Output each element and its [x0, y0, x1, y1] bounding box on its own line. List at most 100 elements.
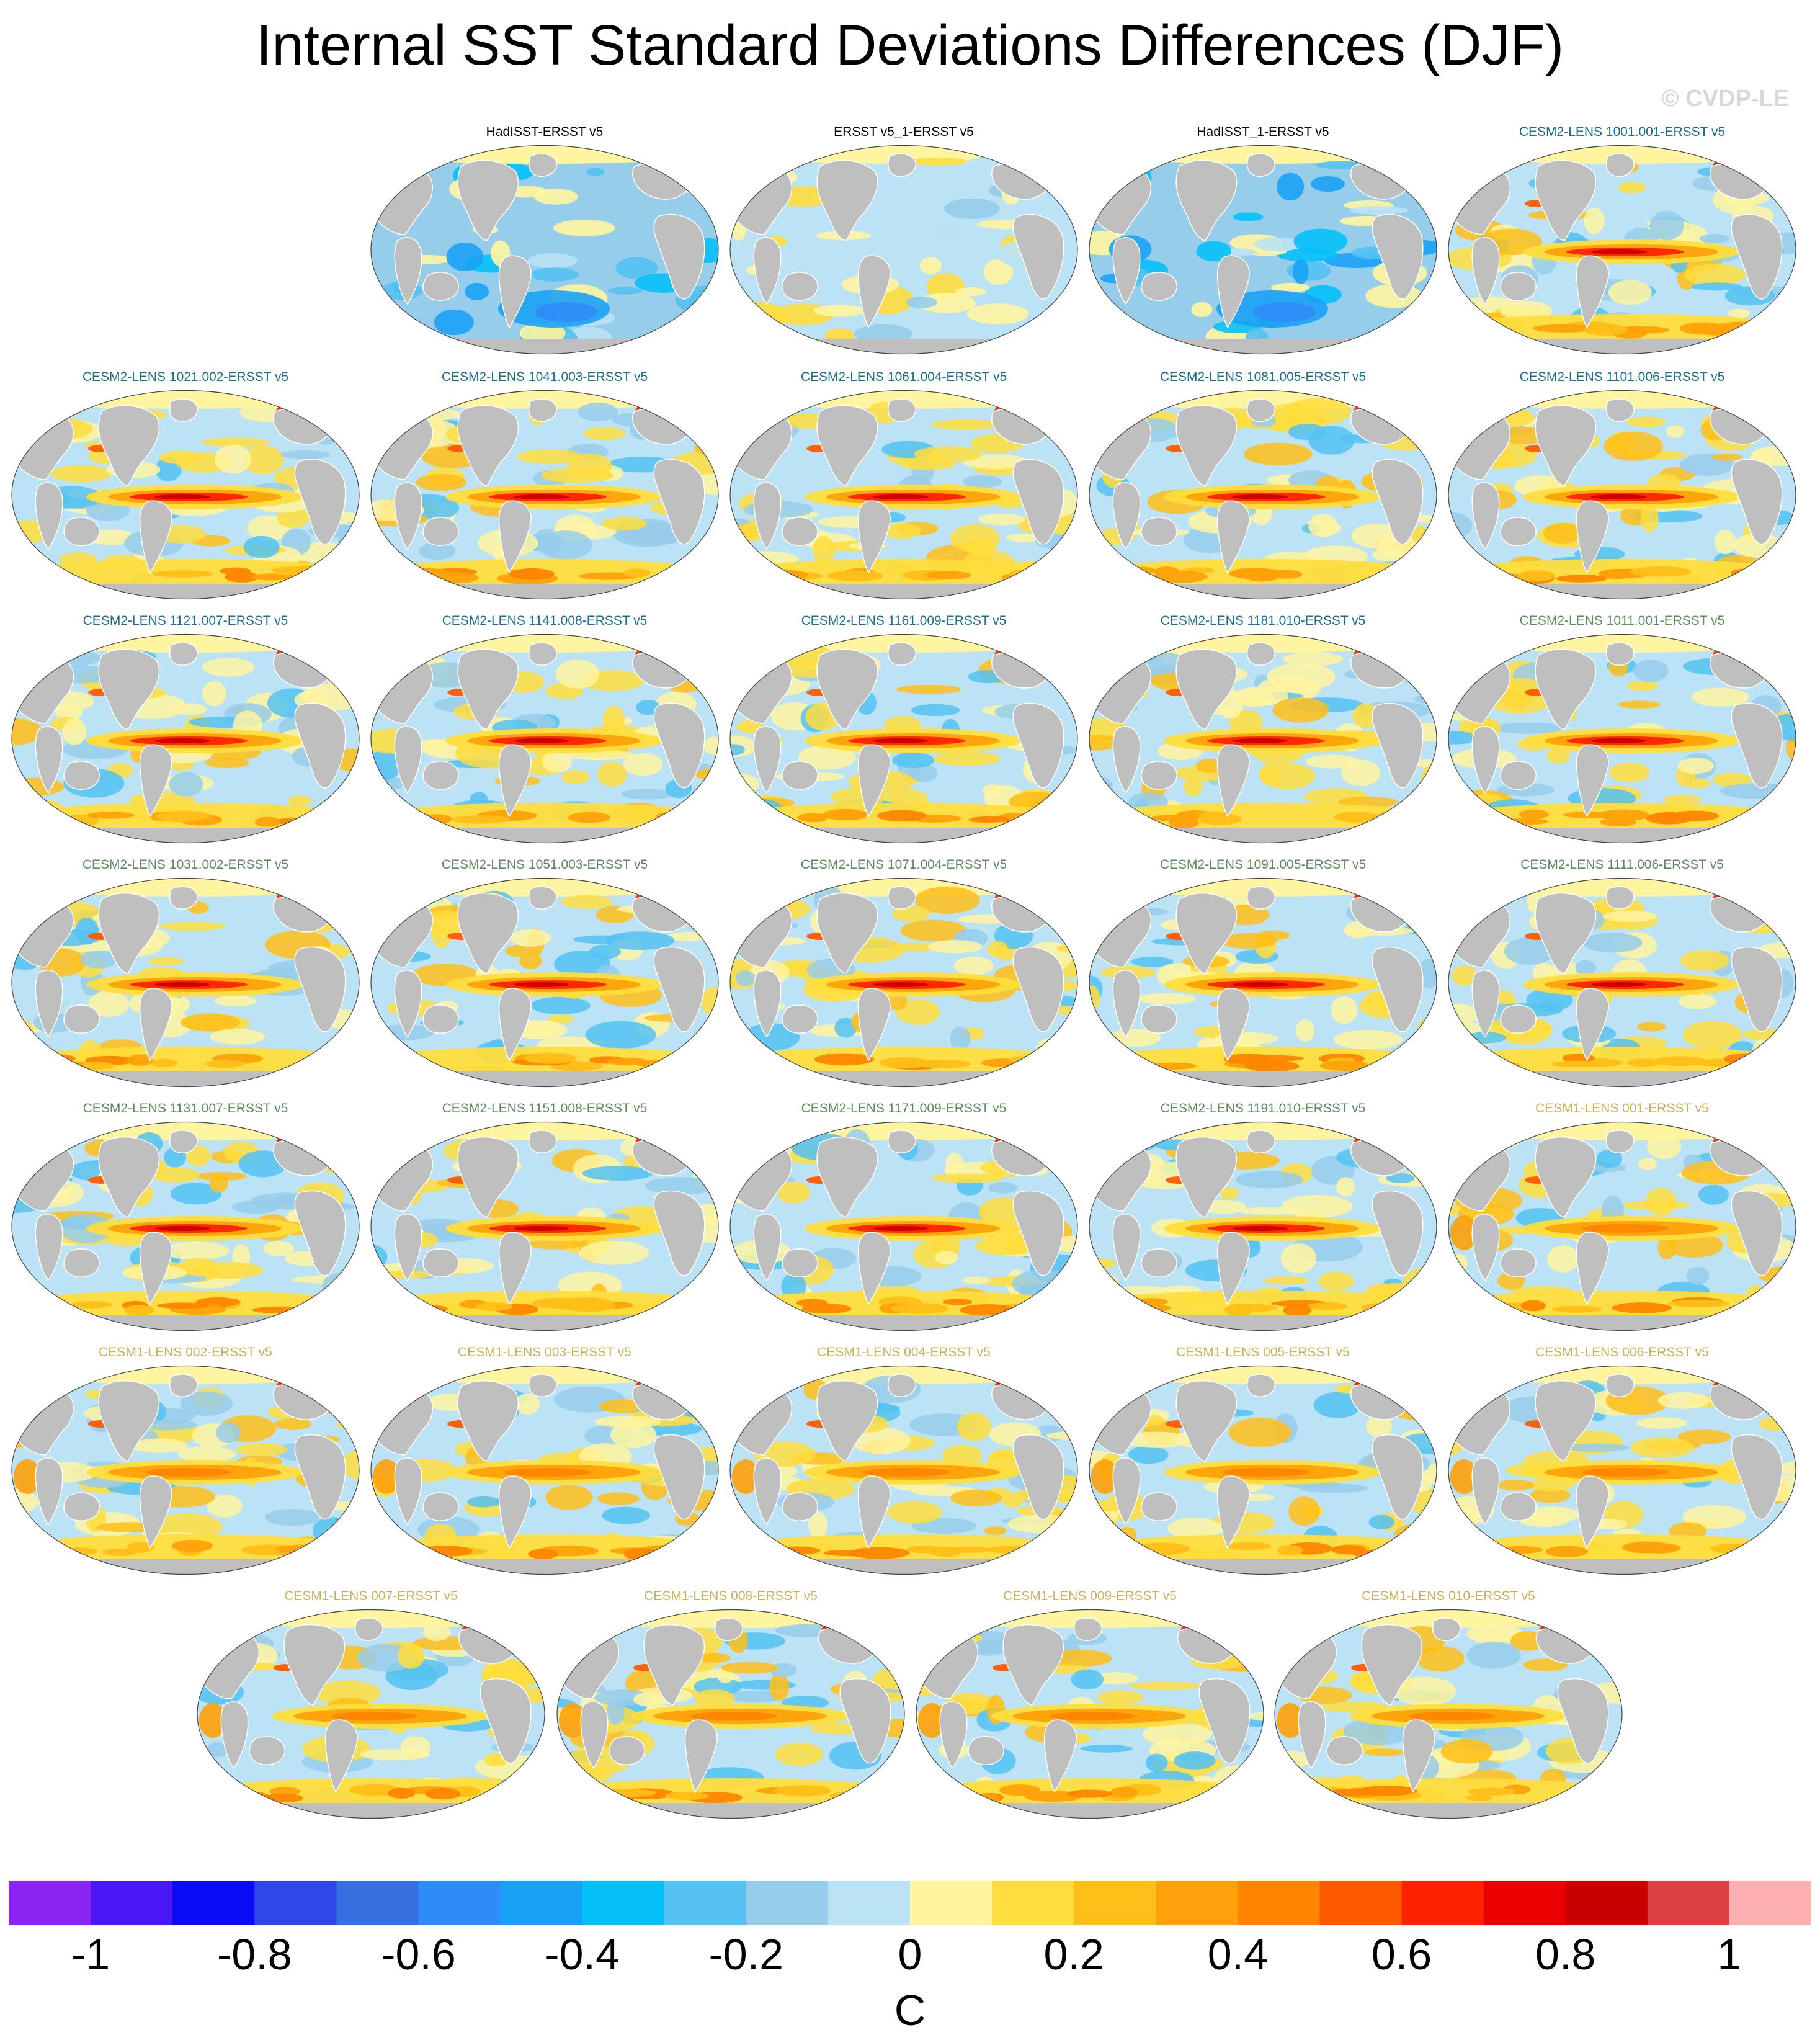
- panel-title: CESM1-LENS 010-ERSST v5: [1362, 1589, 1535, 1603]
- panel-title: CESM2-LENS 1071.004-ERSST v5: [800, 857, 1007, 872]
- colorbar-tick-label: 0.4: [1207, 1930, 1269, 1979]
- sst-map: [1448, 877, 1796, 1088]
- map-panel: ERSST v5_1-ERSST v5: [727, 124, 1081, 360]
- panel-title: CESM2-LENS 1081.005-ERSST v5: [1159, 370, 1367, 384]
- colorbar-swatch: [418, 1881, 501, 1925]
- sst-map: [1089, 1121, 1437, 1331]
- panel-title: CESM2-LENS 1191.010-ERSST v5: [1160, 1101, 1366, 1116]
- panel-title: CESM1-LENS 003-ERSST v5: [458, 1345, 631, 1359]
- sst-map: [1448, 1121, 1796, 1331]
- map-panel: CESM2-LENS 1071.004-ERSST v5: [727, 857, 1081, 1093]
- map-panel: CESM1-LENS 010-ERSST v5: [1272, 1588, 1625, 1824]
- map-panel: HadISST-ERSST v5: [368, 124, 721, 360]
- sst-map: [1089, 1365, 1437, 1575]
- map-panel: CESM1-LENS 004-ERSST v5: [727, 1344, 1081, 1580]
- map-panel: CESM1-LENS 002-ERSST v5: [9, 1344, 362, 1580]
- panel-title: CESM1-LENS 009-ERSST v5: [1003, 1589, 1177, 1603]
- sst-map: [1089, 633, 1437, 844]
- colorbar-swatch: [1483, 1881, 1566, 1925]
- sst-map: [556, 1609, 905, 1819]
- panel-title: CESM2-LENS 1041.003-ERSST v5: [441, 370, 648, 384]
- sst-map: [370, 633, 719, 844]
- page-title: Internal SST Standard Deviations Differe…: [256, 14, 1564, 77]
- sst-map: [729, 145, 1078, 355]
- panel-title: CESM2-LENS 1171.009-ERSST v5: [801, 1101, 1007, 1116]
- colorbar-swatch: [1319, 1881, 1403, 1925]
- sst-map: [916, 1609, 1264, 1819]
- sst-map: [11, 877, 360, 1088]
- map-panel: CESM2-LENS 1151.008-ERSST v5: [368, 1101, 721, 1336]
- panel-title: CESM2-LENS 1101.006-ERSST v5: [1519, 370, 1725, 384]
- colorbar-swatch: [91, 1881, 173, 1925]
- map-panel: CESM2-LENS 1051.003-ERSST v5: [368, 857, 721, 1093]
- map-panel: CESM2-LENS 1131.007-ERSST v5: [9, 1101, 362, 1336]
- map-panel: CESM2-LENS 1011.001-ERSST v5: [1445, 613, 1799, 849]
- sst-map: [729, 1121, 1078, 1331]
- map-panel: HadISST_1-ERSST v5: [1086, 124, 1440, 360]
- panel-title: CESM2-LENS 1131.007-ERSST v5: [83, 1101, 288, 1116]
- colorbar-swatch: [172, 1881, 255, 1925]
- sst-map: [370, 390, 719, 600]
- colorbar-tick-label: 0.6: [1371, 1930, 1432, 1979]
- colorbar-tick-label: -1: [71, 1930, 110, 1979]
- sst-map: [1274, 1609, 1623, 1819]
- panel-title: CESM1-LENS 007-ERSST v5: [284, 1589, 458, 1603]
- panel-title: CESM2-LENS 1161.009-ERSST v5: [801, 614, 1007, 628]
- map-panel: CESM1-LENS 003-ERSST v5: [368, 1344, 721, 1580]
- sst-map: [11, 1121, 360, 1331]
- panel-title: CESM1-LENS 002-ERSST v5: [99, 1345, 272, 1359]
- colorbar-swatch: [500, 1881, 583, 1925]
- colorbar-tick-label: -0.8: [216, 1930, 292, 1979]
- panel-title: CESM2-LENS 1061.004-ERSST v5: [800, 370, 1007, 384]
- colorbar-swatch: [664, 1881, 747, 1925]
- colorbar-swatch: [746, 1881, 829, 1925]
- colorbar-swatch: [9, 1881, 91, 1925]
- sst-map: [729, 633, 1078, 844]
- panel-title: CESM1-LENS 008-ERSST v5: [644, 1589, 818, 1603]
- map-panel: CESM1-LENS 007-ERSST v5: [194, 1588, 548, 1824]
- panel-title: CESM2-LENS 1181.010-ERSST v5: [1160, 614, 1366, 628]
- map-panel: CESM2-LENS 1091.005-ERSST v5: [1086, 857, 1440, 1093]
- map-panel: CESM2-LENS 1121.007-ERSST v5: [9, 613, 362, 849]
- map-panel: CESM2-LENS 1191.010-ERSST v5: [1086, 1101, 1440, 1336]
- panel-title: HadISST-ERSST v5: [486, 125, 604, 139]
- sst-map: [1089, 390, 1437, 600]
- colorbar-tick-label: 0.8: [1535, 1930, 1596, 1979]
- map-panel: CESM1-LENS 001-ERSST v5: [1445, 1101, 1799, 1336]
- sst-map: [1089, 145, 1437, 355]
- sst-map: [1089, 877, 1437, 1088]
- map-panel: CESM2-LENS 1181.010-ERSST v5: [1086, 613, 1440, 849]
- sst-map: [729, 1365, 1078, 1575]
- copyright-watermark: © CVDP-LE: [1661, 86, 1789, 112]
- sst-map: [370, 145, 719, 355]
- map-panel: CESM2-LENS 1161.009-ERSST v5: [727, 613, 1081, 849]
- sst-map: [729, 390, 1078, 600]
- panel-title: HadISST_1-ERSST v5: [1197, 125, 1329, 139]
- map-panel: CESM2-LENS 1111.006-ERSST v5: [1445, 857, 1799, 1093]
- colorbar-swatch: [1401, 1881, 1484, 1925]
- map-panel: CESM2-LENS 1101.006-ERSST v5: [1445, 369, 1799, 605]
- panel-title: CESM2-LENS 1091.005-ERSST v5: [1159, 857, 1367, 872]
- sst-map: [11, 633, 360, 844]
- panel-title: CESM2-LENS 1111.006-ERSST v5: [1520, 857, 1724, 872]
- colorbar-swatch: [582, 1881, 665, 1925]
- panel-title: CESM1-LENS 006-ERSST v5: [1535, 1345, 1709, 1359]
- sst-map: [11, 1365, 360, 1575]
- sst-map: [1448, 145, 1796, 355]
- map-panel: CESM2-LENS 1041.003-ERSST v5: [368, 369, 721, 605]
- panel-title: ERSST v5_1-ERSST v5: [834, 125, 974, 139]
- sst-map: [370, 877, 719, 1088]
- colorbar-tick-label: -0.4: [545, 1930, 620, 1979]
- panel-title: CESM2-LENS 1001.001-ERSST v5: [1519, 125, 1726, 139]
- colorbar-tick-label: 0: [898, 1930, 922, 1979]
- map-panel: CESM2-LENS 1021.002-ERSST v5: [9, 369, 362, 605]
- sst-map: [1448, 1365, 1796, 1575]
- map-panel: CESM1-LENS 006-ERSST v5: [1445, 1344, 1799, 1580]
- map-panel: CESM2-LENS 1171.009-ERSST v5: [727, 1101, 1081, 1336]
- sst-map: [1448, 633, 1796, 844]
- colorbar-swatch: [1156, 1881, 1238, 1925]
- map-panel: CESM1-LENS 005-ERSST v5: [1086, 1344, 1440, 1580]
- colorbar-swatch: [992, 1881, 1074, 1925]
- sst-map: [11, 390, 360, 600]
- panel-title: CESM2-LENS 1121.007-ERSST v5: [83, 614, 288, 628]
